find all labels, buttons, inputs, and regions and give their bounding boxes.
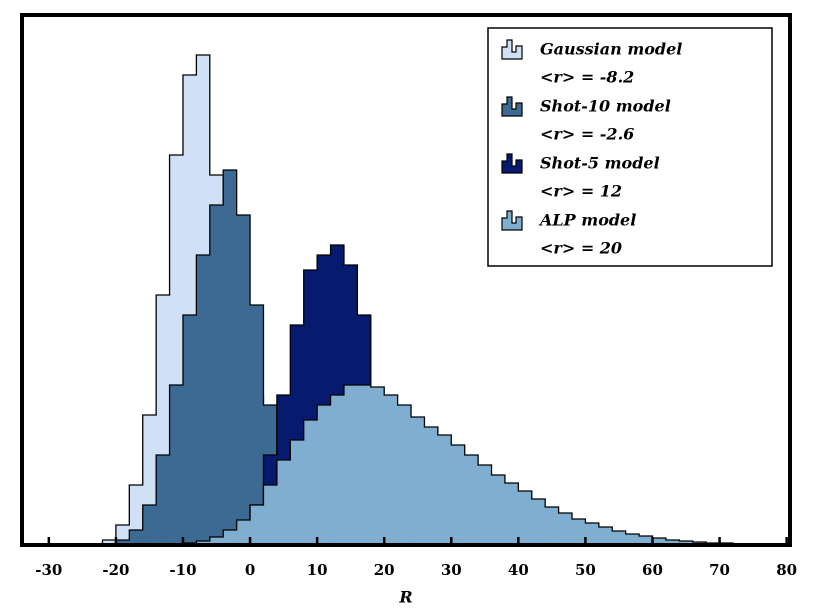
histogram-bar [518, 491, 533, 545]
histogram-bar [424, 427, 439, 545]
x-tick-label: 10 [307, 561, 328, 579]
histogram-bar [639, 536, 653, 545]
histogram-bar [196, 255, 211, 545]
histogram-bar [250, 505, 264, 545]
histogram-bar [290, 440, 305, 545]
histogram-bar [169, 385, 184, 545]
histogram-bar [263, 485, 278, 545]
histogram-bar [330, 395, 345, 545]
histogram-bar [209, 537, 224, 545]
x-tick-label: 40 [508, 561, 529, 579]
histogram-bar [451, 445, 465, 545]
histogram-bar [572, 519, 586, 545]
histogram-bar [531, 499, 546, 545]
histogram-bar [545, 507, 559, 545]
histogram-bar [276, 460, 291, 545]
legend-icon [501, 153, 523, 174]
histogram-bar [303, 420, 318, 545]
x-tick-label: -10 [169, 561, 196, 579]
histogram-bar [665, 540, 680, 545]
histogram-bar [156, 455, 170, 545]
x-tick-label: 30 [441, 561, 462, 579]
histogram-bar [397, 405, 412, 545]
histogram-bar [223, 170, 237, 545]
histogram-bar [223, 530, 237, 545]
histogram-bar [612, 531, 626, 545]
histogram-bar [317, 405, 331, 545]
legend-mean: <r> = 20 [540, 239, 622, 258]
plot-frame [20, 13, 792, 547]
histogram-bar [652, 538, 667, 545]
histogram-bar [437, 435, 452, 545]
legend-mean: <r> = -8.2 [540, 68, 634, 87]
histogram-bar [209, 205, 224, 545]
legend-icon [501, 39, 523, 60]
histogram-bar [585, 523, 600, 545]
histogram-bar [411, 417, 425, 545]
legend-label: Gaussian model [540, 40, 682, 59]
x-tick-label: -30 [35, 561, 62, 579]
histogram-bar [129, 530, 144, 545]
histogram-bar [504, 483, 519, 545]
x-tick-label: 80 [776, 561, 797, 579]
legend-label: Shot-5 model [540, 154, 660, 173]
histogram-bar [102, 540, 117, 545]
legend-mean: <r> = 12 [540, 182, 622, 201]
histogram-bar [357, 385, 372, 545]
histogram-bar [598, 527, 613, 545]
histogram-bar [142, 505, 157, 545]
histogram-bar [236, 215, 251, 545]
legend-icon [501, 96, 523, 117]
x-tick-label: 0 [245, 561, 255, 579]
legend-label: Shot-10 model [540, 97, 671, 116]
x-tick-label: 20 [374, 561, 395, 579]
legend-icon [501, 210, 523, 231]
legend-box [487, 27, 773, 267]
x-tick-label: -20 [102, 561, 129, 579]
histogram-bar [115, 540, 130, 545]
x-tick-label: 70 [709, 561, 730, 579]
plot-area [101, 54, 761, 545]
histogram-bar [182, 315, 197, 545]
legend-mean: <r> = -2.6 [540, 125, 634, 144]
histogram-bar [464, 455, 479, 545]
x-tick-label: 60 [642, 561, 663, 579]
histogram-bar [343, 385, 358, 545]
histogram-bar [370, 387, 385, 545]
histogram-bar [558, 513, 573, 545]
x-tick-label: 50 [575, 561, 596, 579]
x-axis-label: R [398, 588, 412, 607]
histogram-bar [250, 305, 264, 545]
legend-label: ALP model [538, 211, 636, 230]
histogram-bar [478, 465, 492, 545]
histogram-bar [236, 520, 251, 545]
histogram-bar [625, 534, 640, 545]
histogram-bar [491, 475, 506, 545]
histogram-bar [384, 395, 398, 545]
